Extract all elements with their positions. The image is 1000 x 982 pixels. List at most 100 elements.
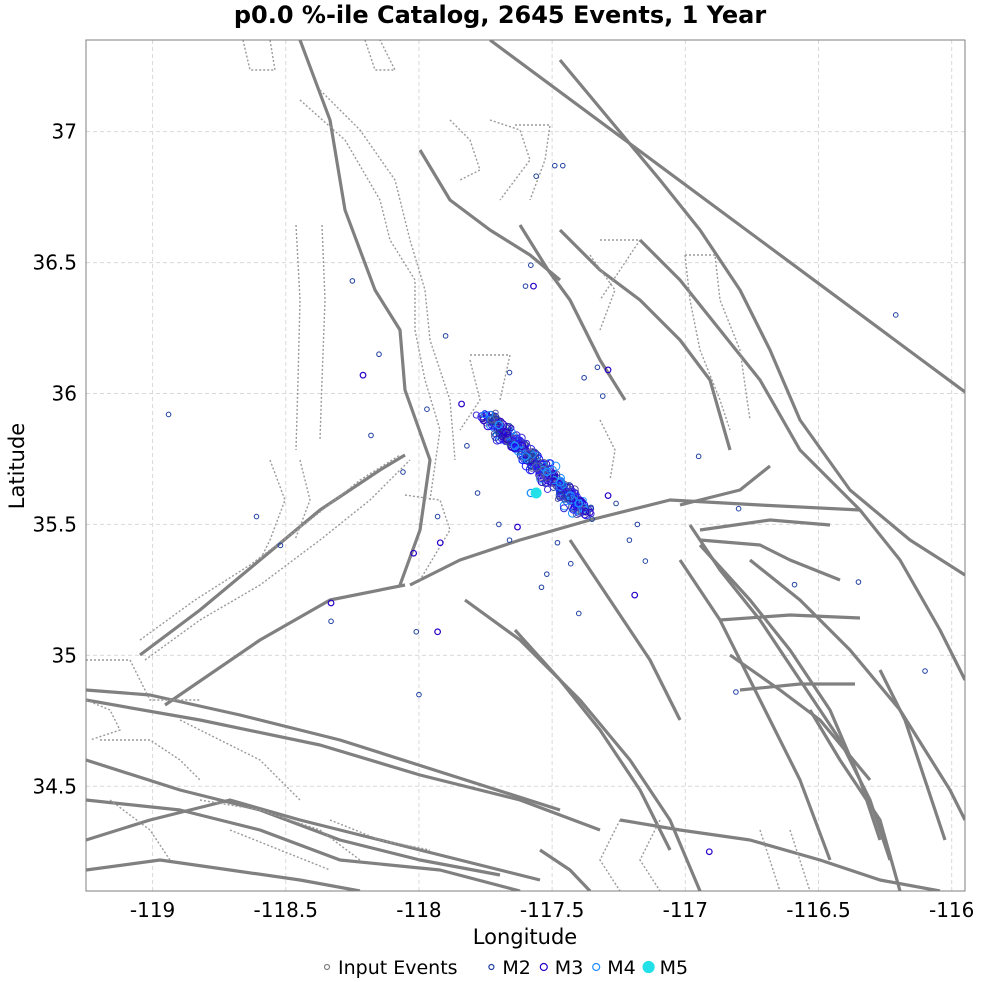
fault-zone-outline [144, 459, 411, 661]
fault-line [638, 238, 965, 681]
event-point-m2 [277, 542, 284, 549]
event-point-m2 [400, 469, 406, 475]
fault-zone-outline [109, 799, 171, 861]
cluster-event [523, 439, 530, 447]
event-point-m2 [565, 495, 571, 502]
event-point-m3 [514, 523, 521, 531]
fault-line [699, 538, 841, 582]
event-point-m2 [594, 364, 601, 371]
fault-zone-outline [299, 99, 441, 501]
cluster-event [587, 504, 594, 511]
x-tick-label: -117 [663, 898, 708, 922]
event-point-m2 [522, 283, 529, 289]
event-point-m2 [506, 537, 513, 543]
fault-line [539, 848, 592, 891]
event-point-m2 [376, 351, 382, 358]
event-point-m3 [359, 371, 367, 379]
cluster-event [588, 510, 595, 517]
cluster-event [542, 472, 552, 481]
fault-lines [86, 40, 965, 891]
event-point-m2 [253, 513, 260, 520]
fault-zone-outline [364, 40, 397, 71]
cluster-event [526, 452, 534, 460]
event-point-m2 [474, 490, 481, 496]
fault-line [86, 858, 361, 891]
fault-zone-outline [459, 359, 481, 431]
cluster-event [487, 415, 496, 424]
event-point-m3 [604, 492, 612, 500]
fault-zone-outline [599, 819, 621, 891]
cluster-event [506, 423, 513, 430]
fault-line [86, 698, 601, 832]
event-point-m2 [581, 374, 587, 381]
event-point-m2 [735, 505, 742, 512]
fault-zone-outline [179, 719, 301, 801]
y-tick-label: 36.5 [32, 251, 77, 275]
fault-line [698, 543, 882, 841]
fault-zone-outline [295, 224, 301, 451]
fault-line [86, 798, 521, 891]
x-axis-ticks: -119 -118.5 -118 -117.5 -117 -116.5 -116 [130, 898, 974, 922]
fault-zone-outline [100, 739, 201, 781]
legend-label: M2 [502, 957, 530, 979]
x-tick-label: -118 [396, 898, 441, 922]
event-point-m2 [538, 584, 545, 591]
plot-area [85, 39, 966, 892]
fault-zone-outline [684, 254, 731, 431]
cluster-event [472, 411, 480, 419]
legend-marker [323, 963, 331, 971]
event-point-m3 [436, 539, 444, 547]
legend: Input Events M2 M3 M4 M5 [323, 957, 688, 979]
fault-line [513, 628, 672, 851]
cluster-event [566, 491, 573, 499]
event-point-m3 [410, 549, 418, 557]
fault-line [688, 524, 892, 861]
fault-zone-outline [319, 224, 326, 441]
event-point-m2 [695, 453, 702, 460]
cluster-event [560, 504, 568, 513]
event-point-m2 [506, 369, 513, 376]
event-point-m2 [496, 521, 502, 528]
event-point-m4 [542, 467, 552, 477]
fault-zone-outline [789, 829, 811, 891]
event-point-m4 [521, 452, 530, 461]
fault-zone-outline [685, 254, 751, 421]
fault-line [729, 653, 872, 782]
fault-line [464, 598, 702, 891]
event-point-m3 [434, 628, 442, 636]
event-point-m2 [533, 173, 539, 179]
fault-zone-outline [639, 819, 661, 891]
x-tick-label: -119 [130, 898, 175, 922]
cluster-event [490, 418, 501, 429]
legend-label: M4 [607, 957, 635, 979]
event-point-m3 [458, 400, 465, 408]
event-point-m2 [626, 537, 633, 543]
legend-marker [642, 960, 655, 974]
fault-zone-outline [599, 419, 616, 481]
event-point-m2 [892, 312, 899, 318]
fault-line [86, 798, 541, 882]
legend-label: M3 [555, 957, 583, 979]
event-point-m3 [604, 366, 612, 374]
fault-zone-outline [259, 459, 286, 561]
grid [86, 40, 965, 891]
cluster-event [501, 428, 511, 438]
cluster-event [486, 410, 494, 418]
fault-line [86, 688, 561, 812]
event-point-m2 [634, 521, 641, 528]
cluster-event [555, 491, 564, 500]
event-point-m2 [165, 411, 172, 418]
fault-zone-outline [86, 699, 121, 741]
fault-line [679, 464, 771, 507]
y-tick-label: 35 [52, 643, 77, 667]
event-point-m2 [575, 610, 582, 617]
event-point-m2 [413, 628, 420, 635]
boundary-line [489, 40, 965, 393]
fault-zone-outline [470, 354, 511, 401]
fault-line [139, 453, 406, 657]
fault-line [558, 228, 732, 451]
event-point-m3 [327, 599, 335, 607]
x-tick-label: -118.5 [254, 898, 318, 922]
fault-zone-outline [229, 829, 331, 871]
event-point-m4 [555, 478, 565, 487]
